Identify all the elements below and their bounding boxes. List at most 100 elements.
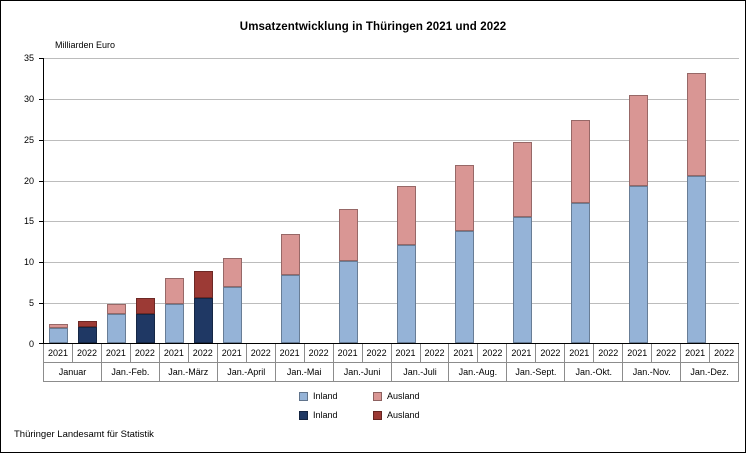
month-label: Jan.-März bbox=[168, 367, 209, 377]
year-label: 2022 bbox=[187, 344, 217, 362]
year-label: 2021 bbox=[511, 348, 532, 358]
bar-segment-2021-inland bbox=[223, 287, 242, 343]
year-label: 2022 bbox=[593, 344, 622, 362]
year-label: 2021 bbox=[627, 348, 648, 358]
category-group: 2021 2022 Jan.-Okt. bbox=[565, 344, 624, 381]
legend-swatch bbox=[373, 391, 382, 401]
legend-swatch bbox=[373, 410, 382, 420]
gridline bbox=[44, 58, 739, 59]
year-label: 2022 bbox=[419, 344, 449, 362]
year-label-row: 2021 2022 bbox=[449, 344, 507, 363]
y-axis-tick bbox=[39, 99, 43, 100]
gridline bbox=[44, 99, 739, 100]
y-axis-tick bbox=[39, 140, 43, 141]
gridline bbox=[44, 140, 739, 141]
year-label: 2021 bbox=[163, 348, 184, 358]
source-note: Thüringer Landesamt für Statistik bbox=[14, 429, 154, 440]
category-group: 2021 2022 Jan.-April bbox=[217, 344, 276, 381]
year-label: 2021 bbox=[279, 348, 300, 358]
legend-item: Inland bbox=[299, 391, 373, 401]
bar-segment-2021-inland bbox=[629, 186, 648, 343]
year-label-row: 2021 2022 bbox=[101, 344, 159, 363]
year-label: 2021 bbox=[105, 348, 126, 358]
month-label: Jan.-Okt. bbox=[575, 367, 613, 377]
year-label: 2021 bbox=[337, 348, 358, 358]
bar-segment-2022-ausland bbox=[136, 298, 155, 314]
year-label-row: 2021 2022 bbox=[275, 344, 333, 363]
year-label: 2021 bbox=[47, 348, 68, 358]
y-axis-tick-label: 5 bbox=[28, 298, 34, 309]
year-label: 2022 bbox=[651, 344, 680, 362]
bar-segment-2021-inland bbox=[687, 176, 706, 343]
y-axis-tick-label: 20 bbox=[23, 175, 34, 186]
legend-row: Inland Ausland bbox=[299, 410, 447, 420]
bar-segment-2021-inland bbox=[165, 304, 184, 343]
year-label-row: 2021 2022 bbox=[159, 344, 217, 363]
bar-segment-2021-ausland bbox=[397, 186, 416, 245]
bar-segment-2021-ausland bbox=[571, 120, 590, 203]
y-axis-tick bbox=[39, 343, 43, 344]
bar-segment-2022-ausland bbox=[78, 321, 97, 327]
y-axis-tick bbox=[39, 221, 43, 222]
gridline bbox=[44, 181, 739, 182]
y-axis-labels: 0 5 10 15 20 25 30 35 bbox=[1, 54, 38, 349]
bar-segment-2021-ausland bbox=[629, 95, 648, 186]
bar-segment-2021-inland bbox=[513, 217, 532, 343]
month-label: Jan.-Nov. bbox=[632, 367, 671, 377]
bar-segment-2022-inland bbox=[194, 298, 213, 343]
category-group: 2021 2022 Jan.-Nov. bbox=[623, 344, 682, 381]
y-axis-tick-label: 10 bbox=[23, 257, 34, 268]
year-label-row: 2021 2022 bbox=[391, 344, 449, 363]
bar-segment-2021-ausland bbox=[165, 278, 184, 304]
bar-segment-2021-inland bbox=[281, 275, 300, 343]
month-label: Jan.-Feb. bbox=[111, 367, 150, 377]
month-label: Januar bbox=[58, 367, 87, 377]
month-label: Jan.-Juli bbox=[403, 367, 437, 377]
month-label: Jan.-Juni bbox=[343, 367, 381, 377]
bar-segment-2022-ausland bbox=[194, 271, 213, 298]
y-axis-tick bbox=[39, 262, 43, 263]
legend-row: Inland Ausland bbox=[299, 391, 447, 401]
year-label: 2021 bbox=[453, 348, 474, 358]
legend-swatch bbox=[299, 410, 308, 420]
year-label-row: 2021 2022 bbox=[44, 344, 101, 363]
category-axis: 2021 2022 Januar 2021 2022 Jan.-Feb. 2021 2022 J… bbox=[43, 344, 740, 382]
year-label: 2022 bbox=[709, 344, 738, 362]
bar-segment-2021-ausland bbox=[49, 324, 68, 328]
month-label: Jan.-April bbox=[227, 367, 266, 377]
plot-area bbox=[39, 58, 739, 344]
gridline bbox=[44, 262, 739, 263]
category-group: 2021 2022 Jan.-März bbox=[159, 344, 218, 381]
year-label: 2021 bbox=[569, 348, 590, 358]
bar-segment-2021-inland bbox=[397, 245, 416, 343]
y-axis-tick bbox=[39, 58, 43, 59]
year-label-row: 2021 2022 bbox=[565, 344, 623, 363]
year-label: 2022 bbox=[129, 344, 159, 362]
y-axis-title: Milliarden Euro bbox=[55, 40, 116, 50]
bar-segment-2021-inland bbox=[455, 231, 474, 343]
bar-segment-2021-inland bbox=[107, 314, 126, 343]
year-label: 2022 bbox=[535, 344, 564, 362]
year-label: 2022 bbox=[71, 344, 101, 362]
category-group: 2021 2022 Jan.-Sept. bbox=[507, 344, 566, 381]
year-label: 2022 bbox=[477, 344, 506, 362]
y-axis-tick bbox=[39, 181, 43, 182]
bar-segment-2021-inland bbox=[571, 203, 590, 343]
year-label: 2022 bbox=[361, 344, 391, 362]
year-label: 2021 bbox=[395, 348, 416, 358]
bar-segment-2022-inland bbox=[136, 314, 155, 343]
category-group: 2021 2022 Jan.-Dez. bbox=[681, 344, 740, 381]
year-label-row: 2021 2022 bbox=[507, 344, 565, 363]
bar-segment-2021-ausland bbox=[281, 234, 300, 275]
legend-item: Inland bbox=[299, 410, 373, 420]
month-label: Jan.-Mai bbox=[286, 367, 322, 377]
y-axis-tick-label: 30 bbox=[23, 93, 34, 104]
legend-item: Ausland bbox=[373, 391, 447, 401]
bar-segment-2021-ausland bbox=[687, 73, 706, 176]
year-label: 2022 bbox=[303, 344, 333, 362]
month-label: Jan.-Dez. bbox=[690, 367, 729, 377]
y-axis-tick bbox=[39, 303, 43, 304]
y-axis-tick-label: 15 bbox=[23, 216, 34, 227]
chart-title: Umsatzentwicklung in Thüringen 2021 und … bbox=[239, 21, 507, 33]
